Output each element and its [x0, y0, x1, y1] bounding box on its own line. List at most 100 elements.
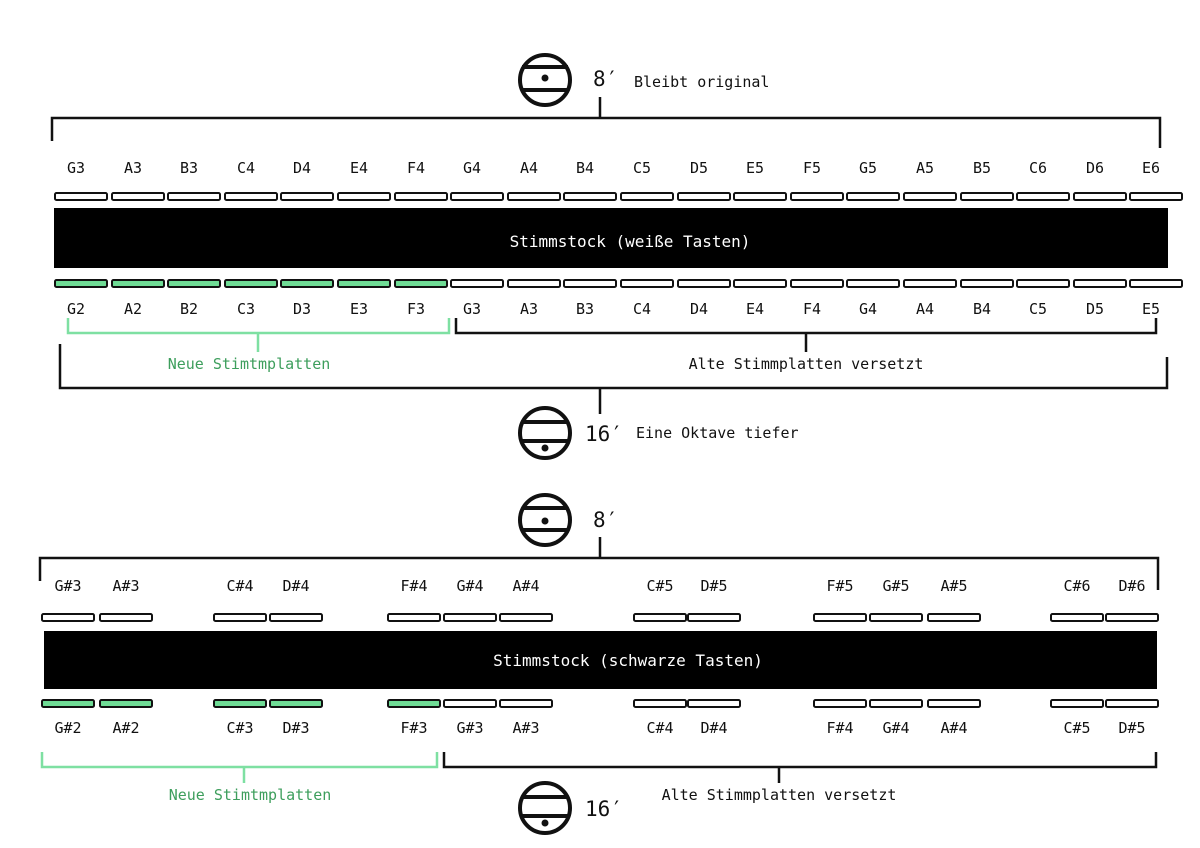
note-label: G3	[463, 300, 481, 318]
old-plates-bracket	[454, 318, 1158, 352]
reed-plate	[733, 279, 787, 288]
reed-plate	[813, 613, 867, 622]
reed-plate	[213, 613, 267, 622]
note-label: A#4	[512, 577, 539, 595]
new-plates-label: Neue Stimtmplatten	[168, 355, 331, 373]
note-label: B2	[180, 300, 198, 318]
note-label: C6	[1029, 159, 1047, 177]
reed-plate	[563, 279, 617, 288]
new-reed-plate	[387, 699, 441, 708]
note-label: C3	[237, 300, 255, 318]
reed-plate	[450, 279, 504, 288]
note-label: D#6	[1118, 577, 1145, 595]
note-label: G#2	[54, 719, 81, 737]
reed-plate	[846, 192, 900, 201]
note-label: D3	[293, 300, 311, 318]
reed-plate	[927, 613, 981, 622]
note-label: A4	[916, 300, 934, 318]
reed-plate	[1129, 192, 1183, 201]
old-plates-label: Alte Stimmplatten versetzt	[662, 786, 897, 804]
reed-plate	[1073, 192, 1127, 201]
note-label: G#3	[54, 577, 81, 595]
note-label: E4	[746, 300, 764, 318]
note-label: C#5	[646, 577, 673, 595]
note-label: G#3	[456, 719, 483, 737]
reed-plate	[1105, 699, 1159, 708]
new-reed-plate	[394, 279, 448, 288]
note-label: D5	[1086, 300, 1104, 318]
note-label: C#4	[226, 577, 253, 595]
note-label: A#3	[512, 719, 539, 737]
top-bracket	[38, 537, 1160, 590]
reed-plate	[387, 613, 441, 622]
reed-plate	[563, 192, 617, 201]
bottom-register-label: 16′	[585, 422, 623, 446]
reed-block-label: Stimmstock (weiße Tasten)	[510, 232, 751, 251]
reed-plate	[1129, 279, 1183, 288]
note-label: F4	[803, 300, 821, 318]
black-keys-section: 8′ G#3 A#3 C#4 D#4 F#4 G#4 A#4 C#5 D#5 F#5 G#5 A#5 C…	[38, 493, 1160, 835]
note-label: G4	[463, 159, 481, 177]
old-plates-label: Alte Stimmplatten versetzt	[689, 355, 924, 373]
reed-plate	[507, 192, 561, 201]
reed-plate	[869, 613, 923, 622]
note-label: D#5	[1118, 719, 1145, 737]
reed-plate	[633, 613, 687, 622]
reed-plate	[620, 192, 674, 201]
new-reed-plate	[269, 699, 323, 708]
reed-plate	[1050, 613, 1104, 622]
note-label: C#3	[226, 719, 253, 737]
bottom-bracket	[58, 344, 1169, 414]
note-label: F4	[407, 159, 425, 177]
reed-block-bar	[54, 208, 1168, 268]
top-reed-plates	[54, 192, 1183, 201]
reed-plate	[54, 192, 108, 201]
new-reed-plate	[41, 699, 95, 708]
note-label: F#4	[826, 719, 853, 737]
white-keys-section: 8′ Bleibt original G3 A3 B3 C4 D4 E4 F4 G4 A4 B4 C…	[50, 53, 1183, 460]
note-label: G4	[859, 300, 877, 318]
new-plates-label: Neue Stimtmplatten	[169, 786, 332, 804]
note-label: F5	[803, 159, 821, 177]
reed-plate	[869, 699, 923, 708]
reed-plate	[167, 192, 221, 201]
note-label: F#3	[400, 719, 427, 737]
top-note-labels: G#3 A#3 C#4 D#4 F#4 G#4 A#4 C#5 D#5 F#5 G#5 A#5 C#6 D…	[54, 577, 1145, 595]
note-label: D4	[293, 159, 311, 177]
note-label: A3	[124, 159, 142, 177]
reed-plate	[269, 613, 323, 622]
note-label: B4	[973, 300, 991, 318]
reed-plate	[1050, 699, 1104, 708]
note-label: D#5	[700, 577, 727, 595]
reed-plate	[1016, 279, 1070, 288]
bottom-note-labels: G2 A2 B2 C3 D3 E3 F3 G3 A3 B3 C4 D4 E4 F4 G4 A4 B4 C5 D5 E5	[67, 300, 1160, 318]
note-label: F#5	[826, 577, 853, 595]
reed-plate	[960, 279, 1014, 288]
reed-block-label: Stimmstock (schwarze Tasten)	[493, 651, 763, 670]
reed-plate	[903, 192, 957, 201]
note-label: E6	[1142, 159, 1160, 177]
reed-plate	[620, 279, 674, 288]
note-label: F3	[407, 300, 425, 318]
note-label: C4	[237, 159, 255, 177]
new-reed-plate	[167, 279, 221, 288]
reed-plate	[99, 613, 153, 622]
top-register-label: 8′	[593, 67, 618, 91]
note-label: D4	[690, 300, 708, 318]
new-plates-bracket	[40, 752, 439, 783]
new-reed-plate	[99, 699, 153, 708]
note-label: C5	[633, 159, 651, 177]
reed-plate	[733, 192, 787, 201]
reed-plate	[394, 192, 448, 201]
note-label: C#5	[1063, 719, 1090, 737]
note-label: F#4	[400, 577, 427, 595]
reed-plate	[687, 699, 741, 708]
register-circle-icon	[518, 493, 572, 547]
note-label: A#3	[112, 577, 139, 595]
note-label: D#3	[282, 719, 309, 737]
note-label: B4	[576, 159, 594, 177]
reed-plate	[1073, 279, 1127, 288]
reed-plate	[499, 613, 553, 622]
note-label: B3	[180, 159, 198, 177]
